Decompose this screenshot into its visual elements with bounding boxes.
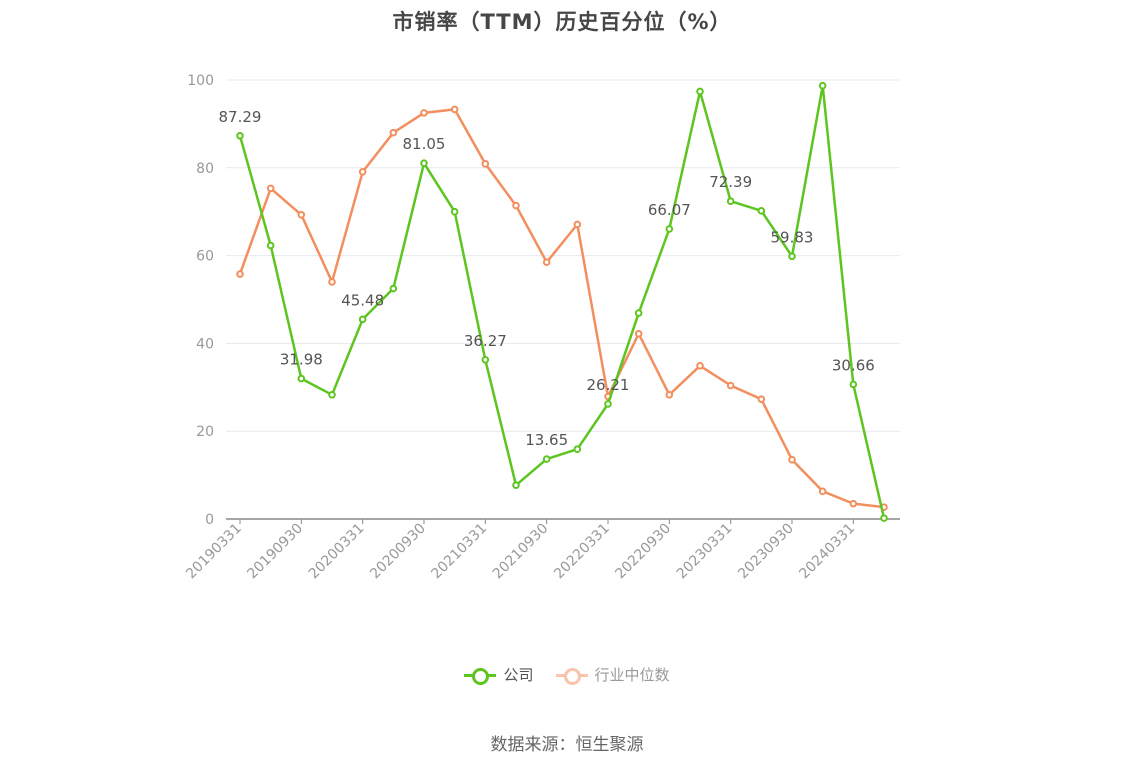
data-point bbox=[297, 210, 306, 219]
data-point bbox=[880, 514, 888, 522]
data-point bbox=[236, 131, 244, 140]
data-point bbox=[818, 81, 827, 90]
data-point bbox=[328, 390, 336, 399]
y-tick-label: 100 bbox=[187, 73, 214, 89]
x-tick-label: 20230331 bbox=[674, 521, 736, 583]
x-tick-label: 20230930 bbox=[735, 521, 797, 583]
data-point bbox=[420, 159, 428, 167]
data-point bbox=[788, 455, 796, 464]
y-tick-label: 60 bbox=[196, 249, 214, 265]
data-point bbox=[696, 87, 704, 96]
series-line bbox=[238, 84, 886, 519]
chart-title: 市销率（TTM）历史百分位（%） bbox=[392, 10, 732, 34]
data-labels: 87.29 31.98 45.48 81.05 36.27 13.65 26.21 66.07… bbox=[219, 108, 875, 449]
data-point bbox=[788, 252, 796, 261]
data-point bbox=[420, 109, 428, 117]
data-label: 87.29 bbox=[219, 108, 262, 126]
data-point bbox=[542, 258, 551, 266]
data-label: 36.27 bbox=[464, 332, 507, 350]
data-point bbox=[328, 278, 336, 286]
data-point bbox=[726, 197, 735, 206]
data-point bbox=[634, 329, 643, 338]
data-point bbox=[450, 207, 459, 216]
legend-marker-icon bbox=[555, 667, 588, 685]
data-point bbox=[236, 270, 244, 278]
data-point bbox=[481, 160, 490, 168]
data-point bbox=[665, 390, 674, 399]
x-tick-label: 20190331 bbox=[183, 521, 245, 583]
data-point bbox=[757, 395, 766, 403]
data-point bbox=[297, 374, 306, 383]
data-label: 45.48 bbox=[341, 291, 384, 309]
legend-item-industry-median[interactable]: 行业中位数 bbox=[555, 664, 670, 685]
data-point bbox=[266, 241, 275, 250]
y-tick-label: 0 bbox=[205, 512, 214, 528]
data-point bbox=[266, 184, 275, 193]
data-point bbox=[573, 220, 582, 229]
x-tick-label: 20190930 bbox=[244, 521, 306, 583]
data-label: 13.65 bbox=[525, 431, 568, 449]
y-tick-label: 40 bbox=[196, 336, 214, 352]
x-tick-label: 20220930 bbox=[612, 521, 674, 583]
legend: 公司 行业中位数 bbox=[0, 664, 1134, 685]
x-tick-label: 20210930 bbox=[490, 521, 552, 583]
y-tick-label: 20 bbox=[196, 424, 214, 440]
data-point bbox=[573, 445, 582, 453]
data-point bbox=[696, 361, 704, 370]
x-tick-label: 20240331 bbox=[796, 521, 858, 583]
legend-marker-icon bbox=[464, 667, 497, 685]
data-label: 81.05 bbox=[403, 135, 446, 153]
data-point bbox=[542, 455, 551, 463]
data-point bbox=[665, 225, 674, 233]
data-point bbox=[604, 400, 612, 408]
x-tick-label: 20200930 bbox=[367, 521, 429, 583]
data-label: 66.07 bbox=[648, 201, 691, 219]
x-tick-label: 20220331 bbox=[551, 521, 613, 583]
series bbox=[236, 81, 888, 522]
data-label: 26.21 bbox=[587, 376, 630, 394]
data-point bbox=[849, 499, 858, 508]
data-point bbox=[757, 207, 766, 215]
data-point bbox=[512, 201, 520, 210]
legend-label: 公司 bbox=[503, 666, 534, 684]
legend-item-company[interactable]: 公司 bbox=[464, 664, 534, 685]
y-tick-label: 80 bbox=[196, 161, 214, 177]
data-label: 30.66 bbox=[832, 356, 875, 374]
legend-label: 行业中位数 bbox=[594, 666, 670, 684]
data-point bbox=[726, 381, 735, 390]
data-label: 72.39 bbox=[709, 173, 752, 191]
data-label: 31.98 bbox=[280, 351, 323, 369]
grid bbox=[226, 79, 900, 432]
x-tick-label: 20210331 bbox=[428, 521, 490, 583]
data-point bbox=[818, 487, 827, 496]
series-line bbox=[238, 108, 885, 509]
data-point bbox=[358, 315, 367, 324]
data-point bbox=[634, 309, 643, 317]
data-point bbox=[512, 481, 520, 489]
x-tick-label: 20200331 bbox=[306, 521, 368, 583]
data-point bbox=[450, 105, 459, 114]
data-point bbox=[849, 380, 858, 389]
source-note: 数据来源：恒生聚源 bbox=[490, 735, 644, 755]
data-label: 59.83 bbox=[771, 228, 814, 246]
data-point bbox=[389, 284, 398, 293]
data-point bbox=[481, 355, 490, 364]
data-point bbox=[358, 167, 367, 176]
data-point bbox=[389, 128, 398, 137]
